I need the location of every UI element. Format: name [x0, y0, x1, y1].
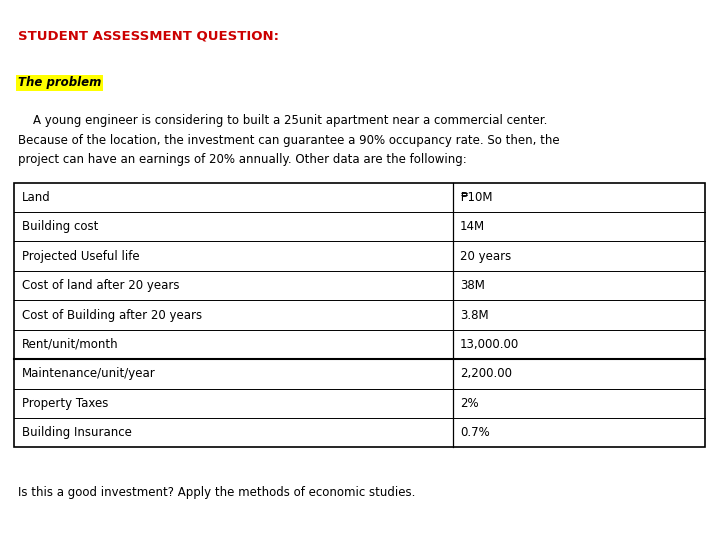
Text: STUDENT ASSESSMENT QUESTION:: STUDENT ASSESSMENT QUESTION: — [18, 30, 279, 43]
Text: Maintenance/unit/year: Maintenance/unit/year — [22, 367, 155, 380]
Text: 0.7%: 0.7% — [460, 426, 490, 439]
Text: Land: Land — [22, 191, 50, 204]
Text: 2%: 2% — [460, 397, 479, 410]
Text: The problem: The problem — [18, 76, 101, 89]
Text: Is this a good investment? Apply the methods of economic studies.: Is this a good investment? Apply the met… — [18, 486, 416, 499]
Text: Rent/unit/month: Rent/unit/month — [22, 338, 118, 351]
Text: 14M: 14M — [460, 220, 485, 233]
Text: 3.8M: 3.8M — [460, 308, 489, 322]
Text: project can have an earnings of 20% annually. Other data are the following:: project can have an earnings of 20% annu… — [18, 153, 467, 166]
Text: Projected Useful life: Projected Useful life — [22, 250, 139, 263]
Text: ₱10M: ₱10M — [460, 191, 493, 204]
Text: Cost of Building after 20 years: Cost of Building after 20 years — [22, 308, 202, 322]
Text: Cost of land after 20 years: Cost of land after 20 years — [22, 279, 179, 292]
Text: Because of the location, the investment can guarantee a 90% occupancy rate. So t: Because of the location, the investment … — [18, 134, 559, 147]
Text: A young engineer is considering to built a 25unit apartment near a commercial ce: A young engineer is considering to built… — [18, 114, 547, 128]
Text: 20 years: 20 years — [460, 250, 511, 263]
Text: Property Taxes: Property Taxes — [22, 397, 108, 410]
Text: Building Insurance: Building Insurance — [22, 426, 132, 439]
Text: Building cost: Building cost — [22, 220, 98, 233]
Text: 2,200.00: 2,200.00 — [460, 367, 512, 380]
Text: 38M: 38M — [460, 279, 485, 292]
Text: 13,000.00: 13,000.00 — [460, 338, 519, 351]
